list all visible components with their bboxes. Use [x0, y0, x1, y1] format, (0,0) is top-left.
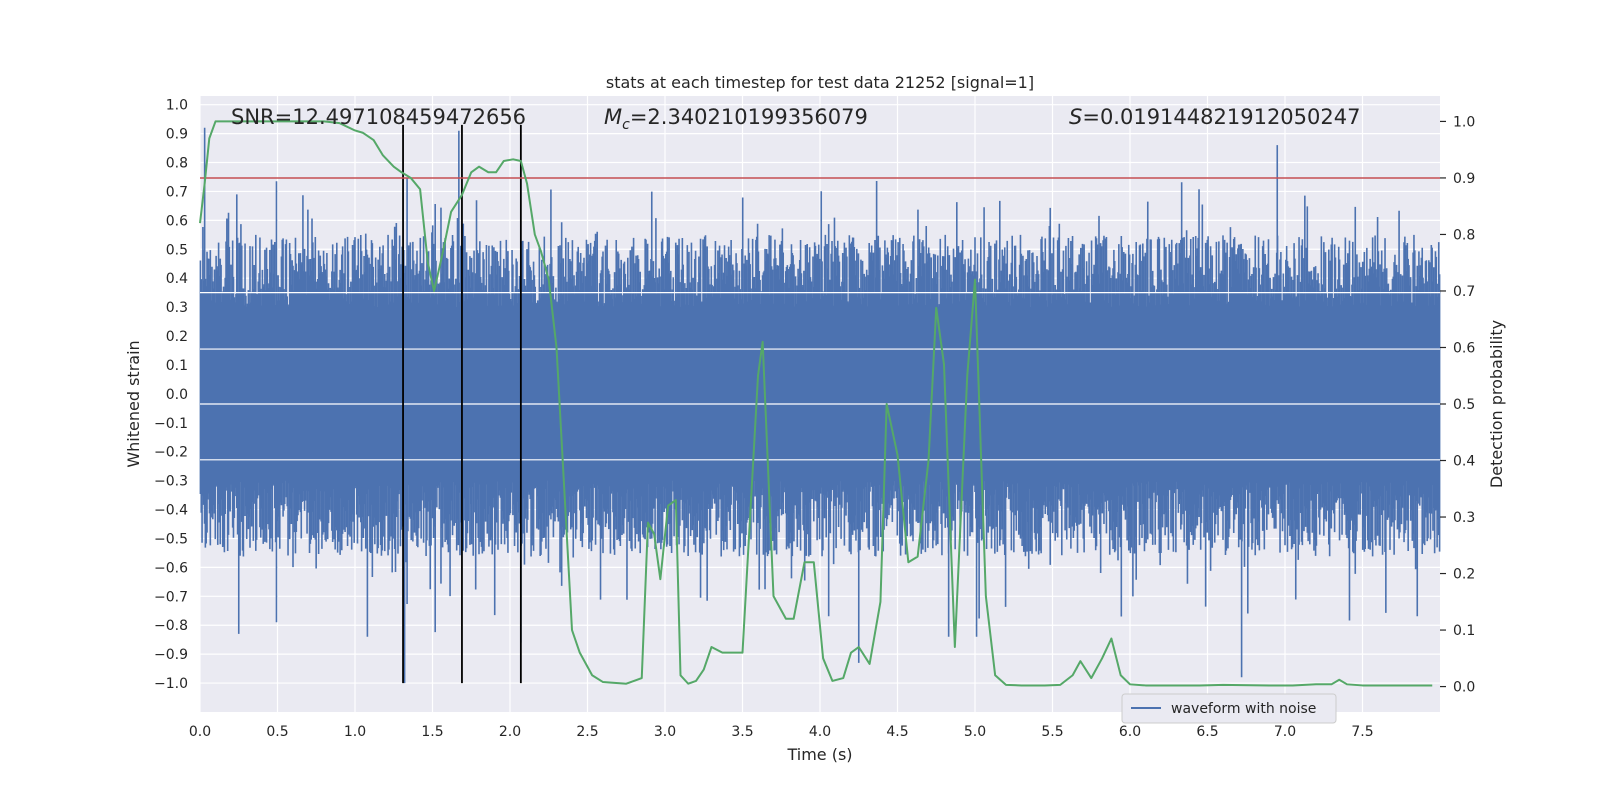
y-tick-label: −1.0 — [154, 676, 188, 692]
y-tick-label: −0.5 — [154, 531, 188, 547]
y2-tick-label: 0.3 — [1453, 510, 1475, 526]
y-tick-label: −0.4 — [154, 503, 188, 519]
x-tick-label: 2.0 — [499, 724, 521, 740]
y-tick-label: −0.8 — [154, 618, 188, 634]
y2-tick-label: 1.0 — [1453, 114, 1475, 130]
x-tick-label: 7.0 — [1274, 724, 1296, 740]
y-tick-label: 0.9 — [166, 127, 188, 143]
noise-trace — [199, 127, 1441, 684]
y2-tick-label: 0.8 — [1453, 227, 1475, 243]
y2-tick-label: 0.7 — [1453, 284, 1475, 300]
y-tick-label: 0.2 — [166, 329, 188, 345]
x-tick-label: 3.0 — [654, 724, 676, 740]
x-tick-label: 0.0 — [189, 724, 211, 740]
waveform-with-noise-series — [199, 127, 1441, 684]
y-tick-label: −0.2 — [154, 445, 188, 461]
legend-box — [1121, 693, 1337, 724]
y-tick-label: −0.7 — [154, 589, 188, 605]
chart-title: stats at each timestep for test data 212… — [606, 73, 1034, 92]
y2-tick-label: 0.9 — [1453, 171, 1475, 187]
y-tick-label: 0.3 — [166, 300, 188, 316]
y2-tick-label: 0.1 — [1453, 623, 1475, 639]
x-tick-label: 5.0 — [964, 724, 986, 740]
right-y-ticks: 1.0 0.9 0.8 0.7 0.6 0.5 0.4 0.3 0.2 0.1 0.0 — [1440, 114, 1475, 696]
x-axis-label: Time (s) — [786, 745, 852, 764]
legend: waveform with noise — [1121, 693, 1337, 724]
x-tick-label: 7.5 — [1351, 724, 1373, 740]
y2-tick-label: 0.4 — [1453, 454, 1475, 470]
y2-axis-label: Detection probability — [1487, 320, 1506, 488]
y-tick-label: 0.7 — [166, 184, 188, 200]
x-tick-label: 3.5 — [731, 724, 753, 740]
x-tick-label: 2.5 — [576, 724, 598, 740]
x-ticks: 0.0 0.5 1.0 1.5 2.0 2.5 3.0 3.5 4.0 4.5 5.0 5.5 6.0 6… — [189, 724, 1374, 740]
s-symbol: S — [1069, 105, 1082, 129]
chirp-mass-subscript: c — [622, 117, 630, 133]
x-tick-label: 4.0 — [809, 724, 831, 740]
chirp-mass-annotation: Mc=2.340210199356079 — [604, 105, 868, 133]
y2-tick-label: 0.0 — [1453, 680, 1475, 696]
x-tick-label: 1.0 — [344, 724, 366, 740]
y-tick-label: −0.9 — [154, 647, 188, 663]
snr-annotation: SNR=12.497108459472656 — [231, 105, 526, 129]
y-tick-label: 0.4 — [166, 271, 188, 287]
y2-tick-label: 0.2 — [1453, 567, 1475, 583]
y-tick-label: 0.6 — [166, 213, 188, 229]
x-tick-label: 4.5 — [886, 724, 908, 740]
x-tick-label: 6.0 — [1119, 724, 1141, 740]
y-tick-label: 1.0 — [166, 98, 188, 114]
s-annotation: S=0.019144821912050247 — [1069, 105, 1360, 129]
probability-line — [199, 120, 1433, 687]
x-tick-label: 0.5 — [266, 724, 288, 740]
y-tick-label: −0.3 — [154, 474, 188, 490]
x-tick-label: 1.5 — [421, 724, 443, 740]
x-tick-label: 6.5 — [1196, 724, 1218, 740]
y-tick-label: 0.1 — [166, 358, 188, 374]
detection-probability-series — [199, 120, 1433, 687]
chirp-mass-symbol: M — [604, 105, 622, 129]
y2-tick-label: 0.5 — [1453, 397, 1475, 413]
chirp-mass-value: =2.340210199356079 — [630, 105, 868, 129]
y-tick-label: 0.8 — [166, 156, 188, 172]
s-value: =0.019144821912050247 — [1082, 105, 1360, 129]
y2-tick-label: 0.6 — [1453, 340, 1475, 356]
legend-label: waveform with noise — [1171, 701, 1316, 717]
y-axis-label: Whitened strain — [124, 340, 143, 467]
y-tick-label: −0.1 — [154, 416, 188, 432]
left-y-ticks: 1.0 0.9 0.8 0.7 0.6 0.5 0.4 0.3 0.2 0.1 0.0 −0.1 −0.… — [154, 98, 188, 692]
x-tick-label: 5.5 — [1041, 724, 1063, 740]
y-tick-label: −0.6 — [154, 560, 188, 576]
y-tick-label: 0.5 — [166, 242, 188, 258]
y-tick-label: 0.0 — [166, 387, 188, 403]
event-markers — [200, 124, 1440, 684]
